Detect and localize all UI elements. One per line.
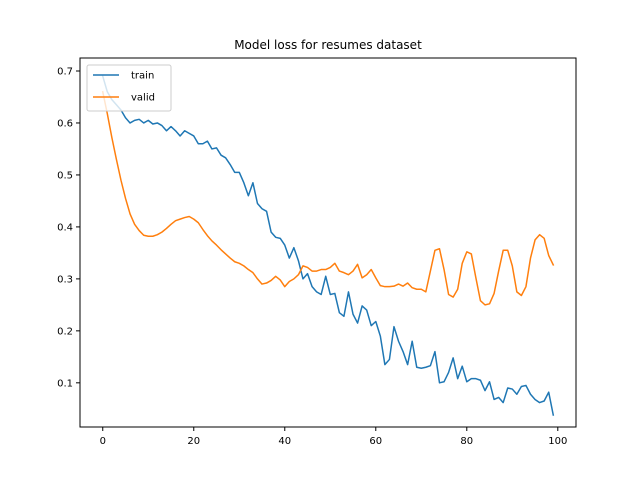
x-tick-label: 40 — [278, 436, 291, 447]
series-layer — [101, 75, 555, 416]
series-line-train — [101, 75, 555, 416]
x-tick-label: 100 — [548, 436, 567, 447]
x-tick-label: 20 — [187, 436, 200, 447]
y-tick-label: 0.2 — [57, 326, 73, 337]
y-tick-label: 0.1 — [57, 378, 73, 389]
series-line-valid — [101, 90, 555, 306]
y-tick-label: 0.7 — [57, 66, 73, 77]
y-tick-label: 0.4 — [57, 222, 73, 233]
chart-title: Model loss for resumes dataset — [234, 38, 422, 52]
y-tick-label: 0.6 — [57, 118, 73, 129]
x-tick-label: 80 — [460, 436, 473, 447]
legend-train-label: train — [131, 71, 154, 82]
plot-frame — [79, 57, 577, 428]
x-tick-label: 0 — [100, 436, 106, 447]
axes-layer: 0 20 40 60 80 100 0.1 0.2 0.3 0.4 0.5 0.6 0.7 — [57, 66, 567, 447]
y-tick-label: 0.3 — [57, 274, 73, 285]
legend-valid-label: valid — [131, 93, 155, 104]
legend: train valid — [86, 64, 172, 112]
x-tick-label: 60 — [369, 436, 382, 447]
y-tick-label: 0.5 — [57, 170, 73, 181]
legend-box — [86, 64, 172, 112]
